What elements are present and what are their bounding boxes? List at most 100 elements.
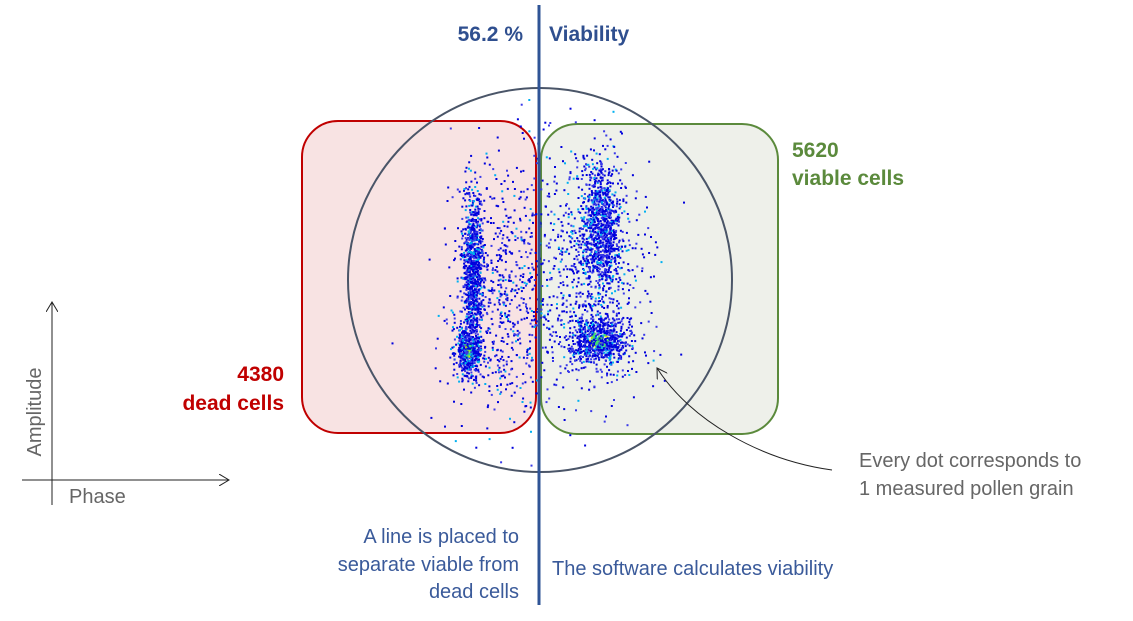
pollen-dot <box>496 308 499 311</box>
pollen-dot <box>499 321 502 324</box>
pollen-dot <box>459 361 462 364</box>
pollen-dot <box>586 242 589 245</box>
pollen-dot <box>601 328 603 331</box>
pollen-dot <box>606 210 609 213</box>
pollen-dot <box>498 254 501 256</box>
pollen-dot <box>596 197 599 200</box>
pollen-dot <box>503 301 506 304</box>
pollen-dot <box>601 298 603 301</box>
pollen-dot <box>586 335 589 338</box>
pollen-dot <box>606 189 609 191</box>
pollen-dot <box>477 291 480 293</box>
pollen-dot <box>465 374 468 377</box>
pollen-dot <box>515 261 518 263</box>
pollen-dot <box>586 351 589 354</box>
pollen-dot <box>466 267 469 270</box>
pollen-dot <box>587 292 590 295</box>
pollen-dot <box>586 262 589 265</box>
pollen-dot <box>549 309 552 312</box>
pollen-dot <box>587 211 590 214</box>
pollen-dot <box>478 261 480 264</box>
pollen-dot <box>475 259 478 262</box>
pollen-dot <box>464 259 467 262</box>
pollen-dot <box>605 277 608 280</box>
pollen-dot <box>497 279 500 282</box>
pollen-dot <box>597 237 600 240</box>
pollen-dot <box>593 348 596 351</box>
pollen-dot <box>465 181 468 184</box>
pollen-dot <box>618 203 621 206</box>
pollen-dot <box>466 318 468 321</box>
dead-label: dead cells <box>182 392 284 415</box>
pollen-dot <box>478 348 481 351</box>
pollen-dot <box>498 258 501 261</box>
pollen-dot <box>593 119 596 122</box>
pollen-dot <box>585 355 588 358</box>
pollen-dot <box>617 218 620 221</box>
pollen-dot <box>571 369 574 372</box>
pollen-dot <box>471 288 473 291</box>
pollen-dot <box>598 330 601 333</box>
pollen-dot <box>511 446 514 449</box>
pollen-dot <box>475 342 478 345</box>
pollen-dot <box>465 340 468 342</box>
pollen-dot <box>582 268 585 270</box>
pollen-dot <box>527 267 530 270</box>
pollen-dot <box>469 272 472 275</box>
pollen-dot <box>545 156 548 159</box>
pollen-dot <box>482 252 485 255</box>
pollen-dot <box>595 177 598 180</box>
pollen-dot <box>551 325 554 328</box>
pollen-dot <box>533 177 536 180</box>
pollen-dot <box>470 327 473 330</box>
pollen-dot <box>596 349 599 352</box>
pollen-dot <box>471 285 474 288</box>
pollen-dot <box>510 394 513 397</box>
pollen-dot <box>477 352 480 355</box>
pollen-dot <box>478 198 480 201</box>
pollen-dot <box>592 223 595 226</box>
pollen-dot <box>605 335 608 338</box>
pollen-dot <box>587 207 590 210</box>
pollen-dot <box>612 311 615 314</box>
pollen-dot <box>479 256 482 259</box>
pollen-dot <box>526 188 529 191</box>
pollen-dot <box>467 216 470 219</box>
pollen-dot <box>617 321 620 324</box>
pollen-dot <box>583 345 586 348</box>
pollen-dot <box>584 331 587 333</box>
pollen-dot <box>471 365 474 368</box>
pollen-dot <box>593 253 596 256</box>
pollen-dot <box>594 179 597 182</box>
pollen-dot <box>464 327 467 330</box>
pollen-dot <box>470 301 473 303</box>
pollen-dot <box>595 231 598 234</box>
pollen-dot <box>476 348 479 351</box>
pollen-dot <box>520 236 523 239</box>
pollen-dot <box>471 234 474 237</box>
pollen-dot <box>596 268 598 271</box>
pollen-dot <box>602 218 605 221</box>
pollen-dot <box>608 352 611 355</box>
pollen-dot <box>608 267 611 269</box>
pollen-dot <box>616 272 619 275</box>
pollen-dot <box>459 325 461 328</box>
pollen-dot <box>467 225 470 228</box>
pollen-dot <box>632 360 635 363</box>
pollen-dot <box>488 366 491 369</box>
pollen-dot <box>617 255 620 258</box>
pollen-dot <box>469 345 472 347</box>
pollen-dot <box>597 291 600 294</box>
pollen-dot <box>610 235 613 238</box>
pollen-dot <box>587 198 590 201</box>
pollen-dot <box>466 247 469 250</box>
pollen-dot <box>576 351 579 353</box>
pollen-dot <box>547 310 550 313</box>
pollen-dot <box>597 303 600 306</box>
pollen-dot <box>484 279 487 282</box>
pollen-dot <box>587 163 590 166</box>
pollen-dot <box>465 315 468 318</box>
pollen-dot <box>461 254 464 257</box>
pollen-dot <box>562 284 565 287</box>
pollen-dot <box>615 331 618 334</box>
